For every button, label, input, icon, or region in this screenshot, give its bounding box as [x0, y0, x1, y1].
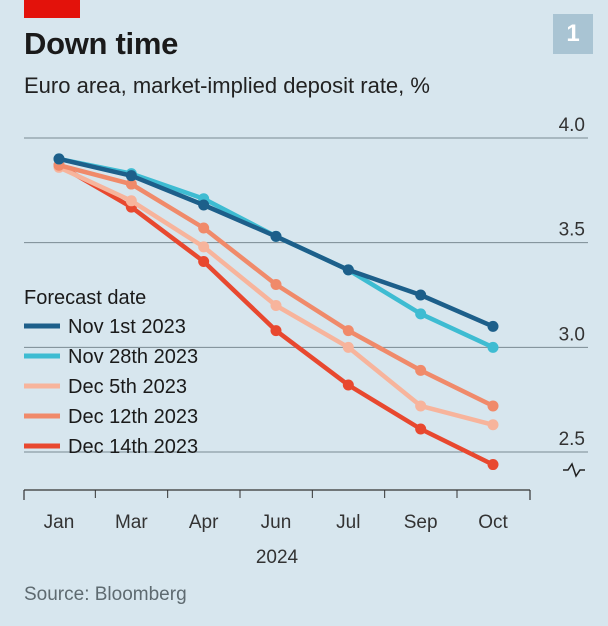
line-chart: 2.5 3.0 3.5 4.0 Jan Mar Apr Jun Jul Sep Oct 2024 F…	[23, 115, 588, 568]
data-point	[198, 222, 210, 234]
x-tick-label: Jan	[44, 512, 75, 533]
data-point	[270, 325, 282, 337]
data-point	[342, 379, 354, 391]
x-tick-label: Mar	[115, 512, 148, 533]
legend-entry: Dec 5th 2023	[68, 376, 187, 398]
legend-entry: Nov 28th 2023	[68, 346, 198, 368]
data-point	[270, 279, 282, 291]
y-tick-label: 3.5	[559, 220, 585, 241]
data-point	[198, 256, 210, 268]
grid-layer: 2.5 3.0 3.5 4.0	[24, 115, 588, 478]
data-point	[198, 241, 210, 253]
axis-layer: Jan Mar Apr Jun Jul Sep Oct 2024	[23, 489, 531, 568]
data-point	[342, 325, 354, 337]
chart-title: Down time	[24, 26, 179, 61]
data-point	[125, 195, 137, 207]
y-tick-label: 3.0	[559, 324, 585, 345]
series-lines-layer	[53, 153, 499, 471]
chart-subtitle: Euro area, market-implied deposit rate, …	[24, 73, 430, 98]
data-point	[415, 308, 427, 320]
data-point	[415, 289, 427, 301]
legend: Forecast date Nov 1st 2023 Nov 28th 2023 De…	[24, 287, 198, 458]
data-point	[53, 153, 65, 165]
data-point	[415, 364, 427, 376]
data-point	[487, 459, 499, 471]
data-point	[342, 264, 354, 276]
axis-break-icon	[563, 462, 585, 478]
data-point	[270, 299, 282, 311]
x-tick-label: Oct	[478, 512, 508, 533]
data-point	[487, 341, 499, 353]
data-point	[415, 423, 427, 435]
source-note: Source: Bloomberg	[24, 584, 187, 605]
y-tick-label: 4.0	[559, 115, 585, 136]
brand-red-tab	[24, 0, 80, 18]
x-year-label: 2024	[256, 547, 299, 568]
legend-entry: Nov 1st 2023	[68, 316, 186, 338]
data-point	[125, 170, 137, 182]
data-point	[342, 341, 354, 353]
data-point	[125, 178, 137, 190]
data-point	[487, 400, 499, 412]
data-point	[270, 230, 282, 242]
data-point	[487, 320, 499, 332]
x-tick-label: Sep	[404, 512, 438, 533]
data-point	[487, 419, 499, 431]
data-point	[415, 400, 427, 412]
legend-entry: Dec 12th 2023	[68, 406, 198, 428]
chart-number-badge: 1	[553, 14, 593, 54]
x-tick-label: Jul	[336, 512, 360, 533]
data-point	[198, 199, 210, 211]
series-nov-1st-2023	[53, 153, 499, 332]
legend-title: Forecast date	[24, 287, 146, 309]
y-tick-label: 2.5	[559, 429, 585, 450]
legend-entry: Dec 14th 2023	[68, 436, 198, 458]
x-tick-label: Jun	[261, 512, 292, 533]
x-tick-label: Apr	[189, 512, 219, 533]
